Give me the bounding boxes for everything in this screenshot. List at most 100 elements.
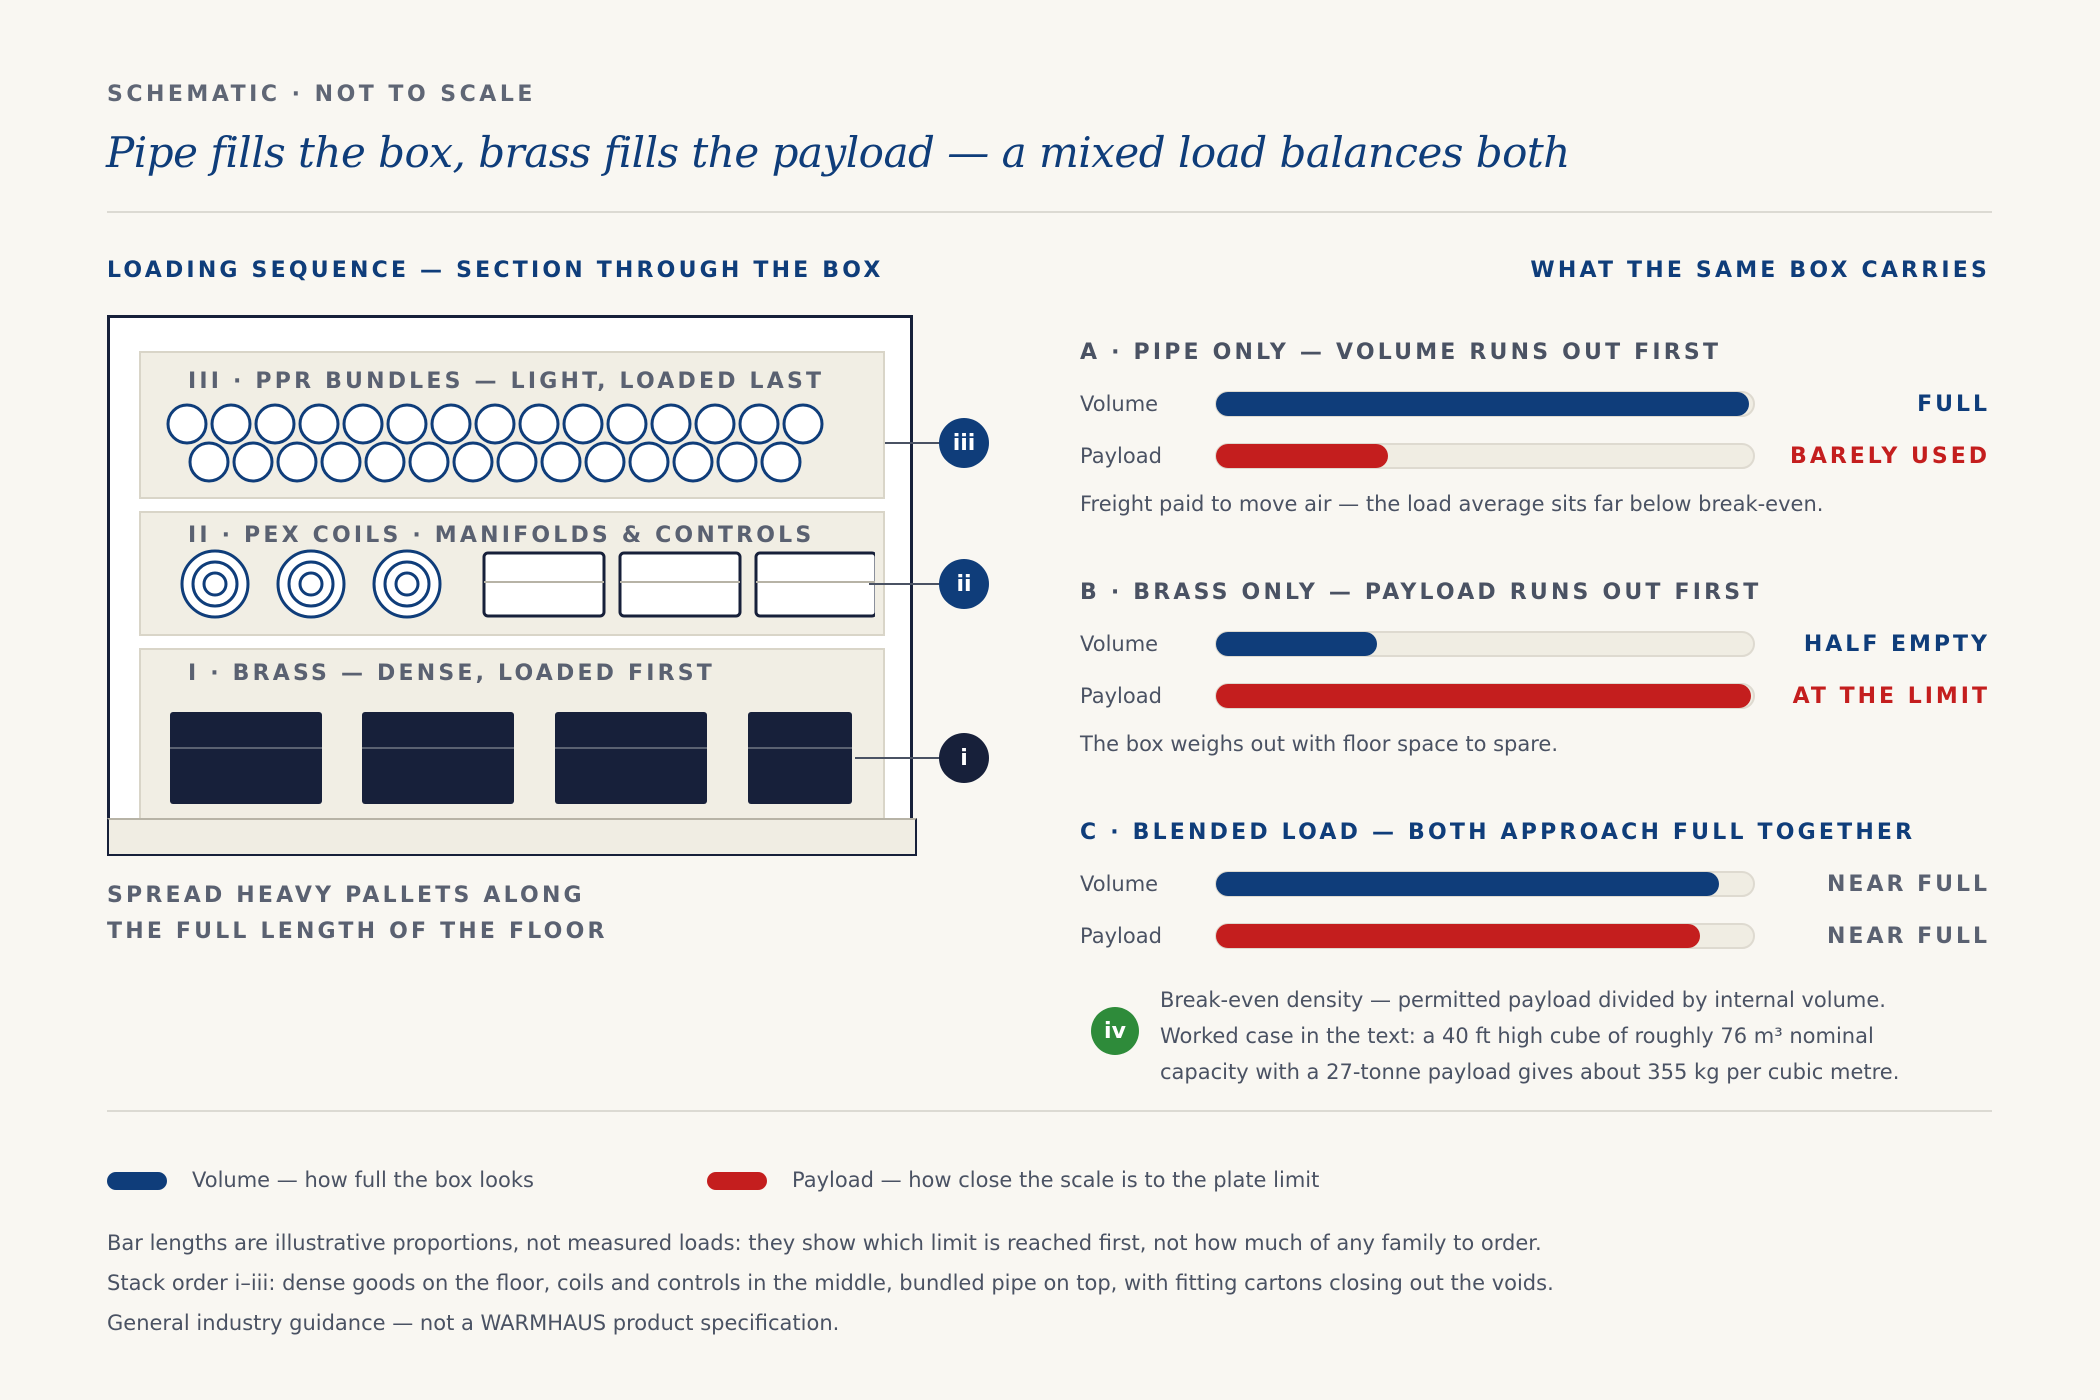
scenario-b-volume-status: HALF EMPTY — [1803, 632, 1990, 657]
badge-ii: ii — [939, 559, 989, 609]
footnote-2: Stack order i–iii: dense goods on the fl… — [107, 1271, 1554, 1295]
ppr-pipe-end — [760, 441, 802, 483]
scenario-a-volume-status: FULL — [1917, 392, 1990, 417]
scenario-b-payload-track — [1215, 683, 1755, 709]
ppr-pipe-end — [210, 403, 252, 445]
ppr-pipe-end — [276, 441, 318, 483]
ppr-pipe-end — [628, 441, 670, 483]
pex-coil-ring — [383, 560, 431, 608]
scenario-c-volume-label: Volume — [1080, 872, 1159, 896]
brass-pallet — [555, 712, 707, 804]
ppr-pipe-end — [562, 403, 604, 445]
tier-ii-label: II · PEX COILS · MANIFOLDS & CONTROLS — [188, 523, 815, 548]
eyebrow: SCHEMATIC · NOT TO SCALE — [107, 82, 536, 107]
manifold-carton — [754, 551, 875, 618]
pex-coil-ring — [394, 571, 420, 597]
ppr-pipe-end — [320, 441, 362, 483]
scenario-c-volume-track — [1215, 871, 1755, 897]
ppr-pipe-end — [738, 403, 780, 445]
badge-iv: iv — [1091, 1007, 1139, 1055]
pex-coils-and-cartons — [180, 549, 875, 619]
breakeven-line-1: Break-even density — permitted payload d… — [1160, 988, 1886, 1012]
scenario-b-payload-label: Payload — [1080, 684, 1162, 708]
page-title: Pipe fills the box, brass fills the payl… — [106, 128, 1570, 177]
legend-payload-text: Payload — how close the scale is to the … — [792, 1168, 1320, 1192]
scenario-a-payload-status: BARELY USED — [1790, 444, 1990, 469]
badge-i: i — [939, 733, 989, 783]
ppr-pipe-end — [650, 403, 692, 445]
ppr-pipe-end — [430, 403, 472, 445]
pex-coil-ring — [298, 571, 324, 597]
ppr-pipe-end — [716, 441, 758, 483]
callout-line-iii — [885, 442, 941, 444]
ppr-pipe-end — [540, 441, 582, 483]
floor-caption: SPREAD HEAVY PALLETS ALONG THE FULL LENG… — [107, 878, 667, 950]
tier-iii-label: III · PPR BUNDLES — LIGHT, LOADED LAST — [188, 369, 825, 394]
ppr-pipe-end — [188, 441, 230, 483]
scenario-c-payload-fill — [1216, 924, 1700, 948]
scenario-b-volume-track — [1215, 631, 1755, 657]
ppr-pipe-end — [672, 441, 714, 483]
breakeven-line-2: Worked case in the text: a 40 ft high cu… — [1160, 1024, 1874, 1048]
scenario-c-volume-fill — [1216, 872, 1719, 896]
top-divider — [107, 211, 1992, 213]
brass-pallet — [748, 712, 852, 804]
ppr-pipe-end — [606, 403, 648, 445]
right-section-heading: WHAT THE SAME BOX CARRIES — [1530, 258, 1990, 283]
scenario-c-payload-status: NEAR FULL — [1827, 924, 1990, 949]
ppr-pipe-end — [694, 403, 736, 445]
floor-caption-line-1: SPREAD HEAVY PALLETS ALONG — [107, 883, 585, 908]
manifold-carton — [482, 551, 606, 618]
scenario-a-volume-label: Volume — [1080, 392, 1159, 416]
scenario-a-volume-fill — [1216, 392, 1749, 416]
scenario-b-volume-fill — [1216, 632, 1377, 656]
badge-iii: iii — [939, 418, 989, 468]
ppr-pipe-end — [342, 403, 384, 445]
pex-coil-ring — [191, 560, 239, 608]
scenario-a-heading: A · PIPE ONLY — VOLUME RUNS OUT FIRST — [1080, 340, 1722, 365]
ppr-pipe-bundles — [166, 403, 824, 483]
scenario-b-volume-label: Volume — [1080, 632, 1159, 656]
scenario-b-note: The box weighs out with floor space to s… — [1080, 732, 1559, 756]
scenario-a-volume-track — [1215, 391, 1755, 417]
scenario-c-heading: C · BLENDED LOAD — BOTH APPROACH FULL TO… — [1080, 820, 1916, 845]
legend-payload-swatch — [707, 1172, 767, 1190]
brass-pallets — [170, 712, 852, 804]
scenario-a-payload-label: Payload — [1080, 444, 1162, 468]
pex-coil-ring — [287, 560, 335, 608]
scenario-a-note: Freight paid to move air — the load aver… — [1080, 492, 1824, 516]
ppr-pipe-end — [408, 441, 450, 483]
ppr-pipe-end — [364, 441, 406, 483]
footnote-3: General industry guidance — not a WARMHA… — [107, 1311, 840, 1335]
ppr-pipe-end — [298, 403, 340, 445]
legend-volume-swatch — [107, 1172, 167, 1190]
scenario-c-payload-label: Payload — [1080, 924, 1162, 948]
floor-caption-line-2: THE FULL LENGTH OF THE FLOOR — [107, 919, 608, 944]
breakeven-note: Break-even density — permitted payload d… — [1160, 982, 1980, 1090]
footnote-1: Bar lengths are illustrative proportions… — [107, 1231, 1542, 1255]
tier-i-label: I · BRASS — DENSE, LOADED FIRST — [188, 661, 715, 686]
bottom-divider — [107, 1110, 1992, 1112]
ppr-pipe-end — [496, 441, 538, 483]
brass-pallet — [170, 712, 322, 804]
scenario-b-heading: B · BRASS ONLY — PAYLOAD RUNS OUT FIRST — [1080, 580, 1762, 605]
scenario-b-payload-fill — [1216, 684, 1751, 708]
scenario-c-payload-track — [1215, 923, 1755, 949]
ppr-pipe-end — [518, 403, 560, 445]
breakeven-line-3: capacity with a 27-tonne payload gives a… — [1160, 1060, 1900, 1084]
pex-coil-ring — [202, 571, 228, 597]
ppr-pipe-end — [584, 441, 626, 483]
ppr-pipe-end — [386, 403, 428, 445]
scenario-c-volume-status: NEAR FULL — [1827, 872, 1990, 897]
callout-line-ii — [869, 583, 941, 585]
scenario-a-payload-track — [1215, 443, 1755, 469]
ppr-pipe-end — [452, 441, 494, 483]
legend-volume-text: Volume — how full the box looks — [192, 1168, 534, 1192]
ppr-pipe-end — [782, 403, 824, 445]
container-floor — [107, 818, 917, 856]
manifold-carton — [618, 551, 742, 618]
ppr-pipe-end — [474, 403, 516, 445]
brass-pallet — [362, 712, 514, 804]
ppr-pipe-end — [232, 441, 274, 483]
ppr-pipe-end — [166, 403, 208, 445]
